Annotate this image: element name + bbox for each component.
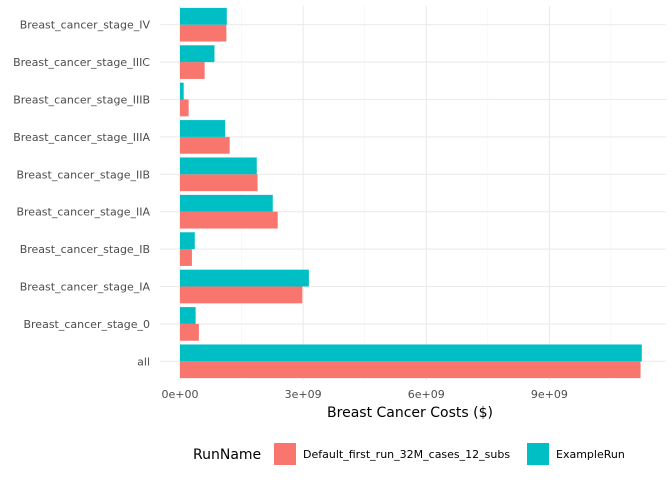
bar-Breast_cancer_stage_IIIB-Default_first_run_32M_cases_12_subs: [180, 99, 189, 117]
bar-Breast_cancer_stage_IIB-Default_first_run_32M_cases_12_subs: [180, 174, 258, 192]
y-tick-label: Breast_cancer_stage_IIB: [16, 168, 150, 181]
x-tick-label: 9e+09: [531, 388, 568, 401]
legend: RunName Default_first_run_32M_cases_12_s…: [193, 443, 625, 465]
y-tick-label: Breast_cancer_stage_IIIA: [13, 131, 150, 144]
bar-Breast_cancer_stage_0-Default_first_run_32M_cases_12_subs: [180, 323, 199, 341]
grid-lines: [160, 6, 666, 380]
bar-Breast_cancer_stage_IA-ExampleRun: [180, 269, 309, 287]
legend-label: ExampleRun: [556, 448, 625, 461]
y-tick-label: Breast_cancer_stage_IB: [20, 243, 150, 256]
y-tick-label: all: [137, 355, 150, 368]
y-tick-label: Breast_cancer_stage_IA: [20, 281, 151, 294]
bar-Breast_cancer_stage_IIA-Default_first_run_32M_cases_12_subs: [180, 211, 278, 229]
bar-all-ExampleRun: [180, 344, 642, 362]
legend-label: Default_first_run_32M_cases_12_subs: [303, 448, 510, 461]
bar-Breast_cancer_stage_IIB-ExampleRun: [180, 157, 257, 175]
y-tick-label: Breast_cancer_stage_IIIB: [13, 94, 150, 107]
y-tick-label: Breast_cancer_stage_IIA: [16, 206, 150, 219]
bars: [180, 7, 642, 379]
bar-Breast_cancer_stage_IB-ExampleRun: [180, 232, 195, 250]
bar-Breast_cancer_stage_IB-Default_first_run_32M_cases_12_subs: [180, 249, 192, 266]
y-axis-tick-labels: all Breast_cancer_stage_0 Breast_cancer_st…: [13, 19, 150, 369]
y-tick-label: Breast_cancer_stage_IIIC: [13, 56, 150, 69]
legend-swatch: [274, 443, 296, 465]
bar-Breast_cancer_stage_IIA-ExampleRun: [180, 194, 273, 212]
bar-Breast_cancer_stage_IIIC-ExampleRun: [180, 45, 215, 63]
bar-Breast_cancer_stage_IV-ExampleRun: [180, 7, 227, 25]
y-tick-label: Breast_cancer_stage_IV: [20, 19, 151, 32]
bar-Breast_cancer_stage_0-ExampleRun: [180, 307, 196, 324]
bar-Breast_cancer_stage_IIIB-ExampleRun: [180, 82, 184, 100]
y-tick-label: Breast_cancer_stage_0: [23, 318, 150, 331]
legend-swatch: [527, 443, 549, 465]
x-axis-title: Breast Cancer Costs ($): [327, 405, 493, 421]
bar-Breast_cancer_stage_IIIA-ExampleRun: [180, 120, 226, 137]
x-tick-label: 3e+09: [285, 388, 322, 401]
bar-all-Default_first_run_32M_cases_12_subs: [180, 361, 641, 379]
x-tick-label: 0e+00: [162, 388, 199, 401]
x-tick-label: 6e+09: [408, 388, 445, 401]
bar-Breast_cancer_stage_IIIA-Default_first_run_32M_cases_12_subs: [180, 136, 230, 154]
x-axis-tick-labels: 0e+00 3e+09 6e+09 9e+09: [162, 388, 568, 401]
bar-Breast_cancer_stage_IV-Default_first_run_32M_cases_12_subs: [180, 24, 227, 42]
legend-title: RunName: [193, 447, 261, 463]
bar-Breast_cancer_stage_IIIC-Default_first_run_32M_cases_12_subs: [180, 62, 205, 79]
bar-Breast_cancer_stage_IA-Default_first_run_32M_cases_12_subs: [180, 286, 303, 304]
